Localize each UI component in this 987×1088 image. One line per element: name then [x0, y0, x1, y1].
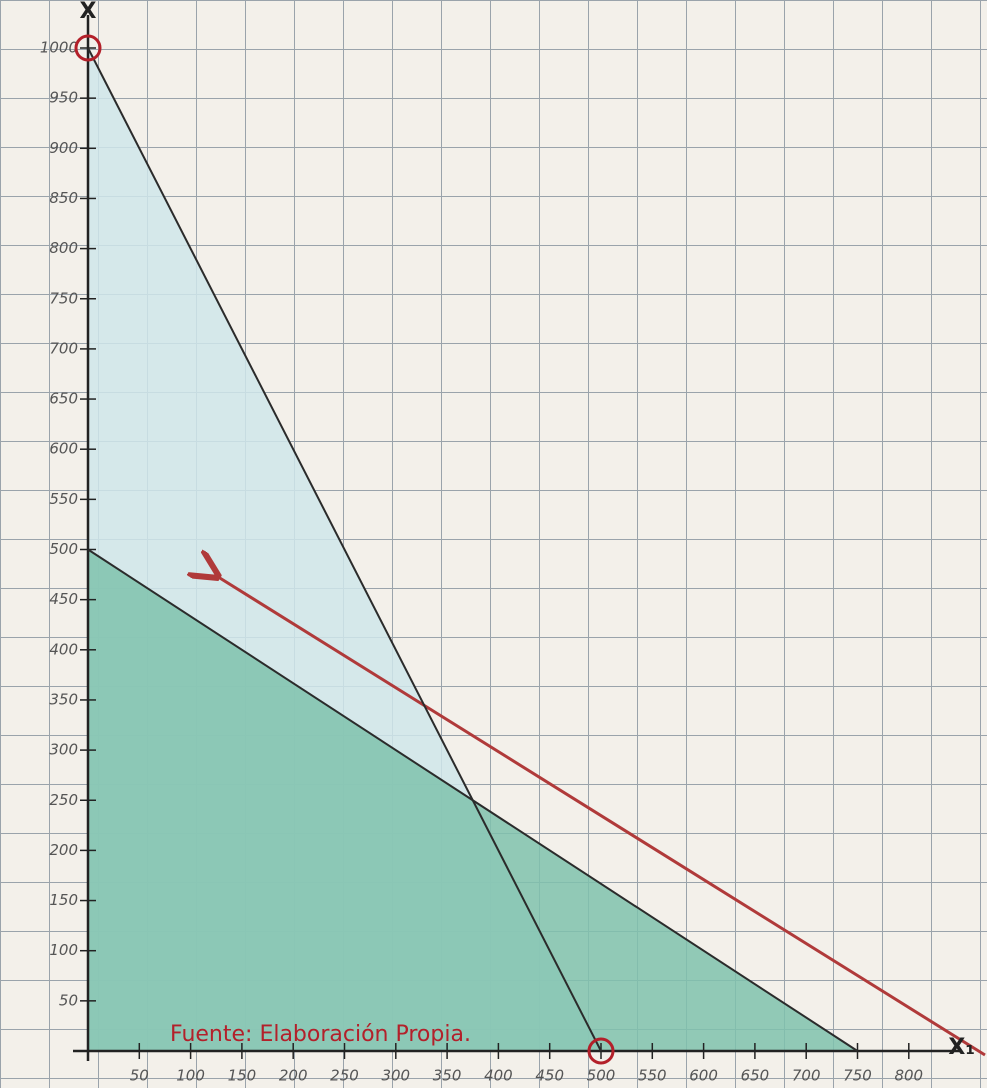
x-tick-label: 450: [535, 1067, 564, 1085]
constraint-line: [87, 548, 859, 1052]
arrow: [215, 575, 986, 1057]
y-tick-label: 1000: [40, 39, 78, 57]
annotation: Fuente: Elaboración Propia.: [170, 1022, 471, 1047]
x-tick-label: 700: [792, 1067, 821, 1085]
x-tick-label: 300: [381, 1067, 410, 1085]
x-tick-label: 750: [843, 1067, 872, 1085]
x-tick-label: 250: [330, 1067, 359, 1085]
y-tick-label: 450: [49, 590, 78, 608]
x-tick-label: 350: [433, 1067, 462, 1085]
x-axis-label: X₁: [948, 1035, 975, 1060]
x-tick-label: 50: [130, 1067, 149, 1085]
y-tick-label: 400: [49, 640, 78, 658]
y-tick-label: 550: [49, 490, 78, 508]
x-tick-label: 400: [484, 1067, 513, 1085]
y-tick-label: 700: [49, 339, 78, 357]
y-tick-label: 100: [49, 941, 78, 959]
y-tick-label: 950: [49, 89, 78, 107]
y-tick-label: 750: [49, 289, 78, 307]
constraint-line: [87, 47, 602, 1052]
y-axis-label: X: [80, 0, 97, 24]
y-tick-label: 650: [49, 390, 78, 408]
x-tick-label: 600: [689, 1067, 718, 1085]
highlight-circle: [587, 1037, 615, 1065]
x-tick-label: 100: [176, 1067, 205, 1085]
areas: [88, 48, 858, 1051]
y-tick-label: 50: [59, 991, 78, 1009]
x-tick-label: 550: [638, 1067, 667, 1085]
y-tick-label: 800: [49, 239, 78, 257]
axes: 50 100 150 200 250 300 350 400 450 500 550 600 650 70…: [40, 15, 960, 1085]
y-tick-label: 300: [49, 741, 78, 759]
y-tick-label: 500: [49, 540, 78, 558]
x-tick-label: 500: [587, 1067, 616, 1085]
highlight-circle: [74, 34, 102, 62]
y-tick-label: 600: [49, 440, 78, 458]
x-tick-label: 200: [279, 1067, 308, 1085]
y-tick-label: 350: [49, 690, 78, 708]
y-tick-label: 850: [49, 189, 78, 207]
x-tick-label: 650: [741, 1067, 770, 1085]
x-tick-label: 150: [228, 1067, 257, 1085]
y-tick-label: 200: [49, 841, 78, 859]
x-tick-label: 800: [894, 1067, 923, 1085]
y-tick-label: 900: [49, 139, 78, 157]
y-tick-label: 250: [49, 791, 78, 809]
y-tick-label: 150: [49, 891, 78, 909]
